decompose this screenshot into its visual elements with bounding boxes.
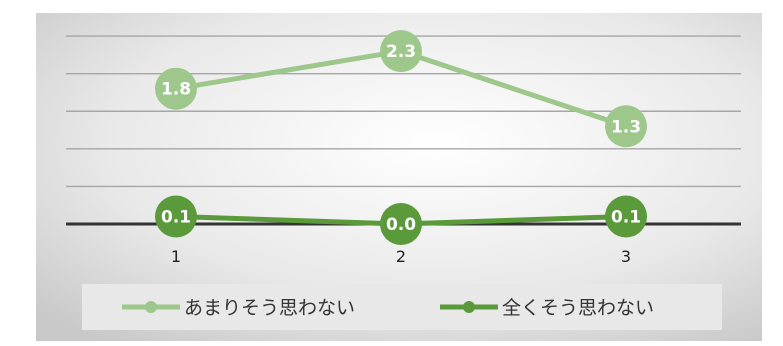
legend-entry-1: あまりそう思わない bbox=[122, 297, 355, 319]
data-point-marker bbox=[155, 67, 197, 110]
data-point-marker bbox=[380, 203, 422, 245]
data-label: 0.1 bbox=[611, 207, 641, 227]
data-label: 1.8 bbox=[161, 80, 191, 100]
data-point-marker bbox=[605, 195, 647, 238]
series-group: 1.8 2.3 1.3 0.1 0.0 0.1 bbox=[155, 30, 647, 245]
data-point-marker bbox=[155, 195, 197, 238]
data-point-marker bbox=[380, 30, 422, 73]
data-label: 1.3 bbox=[611, 117, 641, 137]
legend-label: 全くそう思わない bbox=[502, 297, 654, 319]
legend-marker bbox=[145, 301, 157, 313]
legend: あまりそう思わない 全くそう思わない bbox=[82, 284, 722, 330]
data-label: 2.3 bbox=[386, 42, 416, 62]
x-tick-label: 3 bbox=[621, 247, 631, 266]
legend-entry-2: 全くそう思わない bbox=[440, 297, 654, 319]
legend-background bbox=[82, 284, 722, 330]
series-1: 1.8 2.3 1.3 bbox=[155, 30, 647, 148]
data-point-marker bbox=[605, 105, 647, 148]
x-axis-tick-labels: 1 2 3 bbox=[171, 247, 631, 266]
legend-marker bbox=[463, 301, 475, 313]
legend-label: あまりそう思わない bbox=[184, 297, 355, 319]
data-label: 0.0 bbox=[386, 215, 416, 235]
x-tick-label: 1 bbox=[171, 247, 181, 266]
data-label: 0.1 bbox=[161, 207, 191, 227]
x-tick-label: 2 bbox=[396, 247, 406, 266]
series-2: 0.1 0.0 0.1 bbox=[155, 195, 647, 245]
